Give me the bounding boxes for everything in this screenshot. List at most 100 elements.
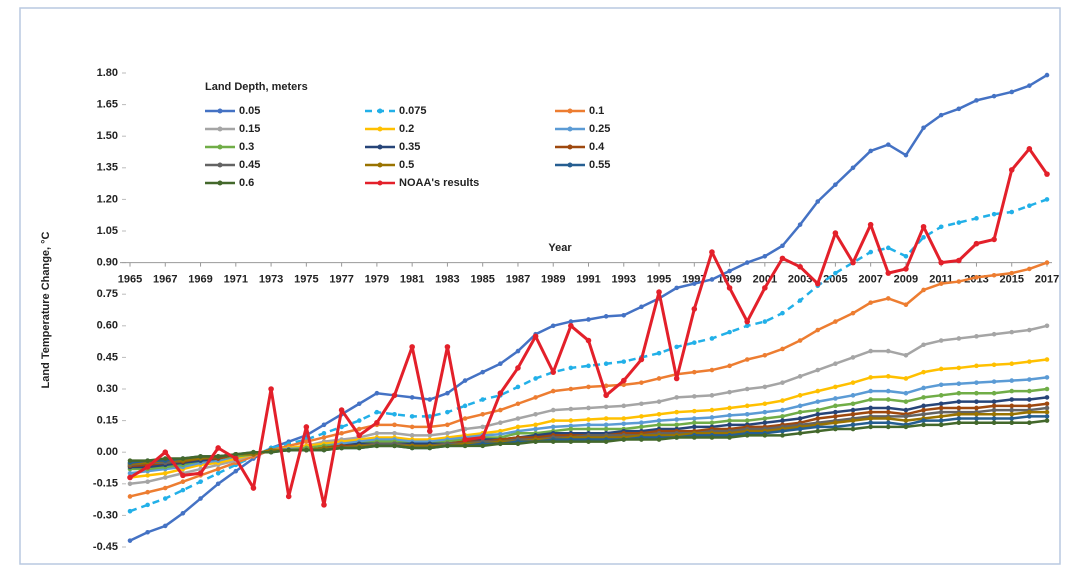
point bbox=[215, 470, 221, 476]
point bbox=[991, 331, 997, 337]
point bbox=[639, 437, 644, 442]
point bbox=[691, 306, 698, 312]
point bbox=[692, 416, 697, 421]
point bbox=[1044, 405, 1050, 411]
point bbox=[956, 390, 962, 396]
point bbox=[991, 416, 997, 421]
point bbox=[797, 222, 803, 227]
legend-marker bbox=[567, 144, 573, 150]
point bbox=[815, 411, 821, 417]
point bbox=[1044, 72, 1050, 78]
point bbox=[974, 416, 979, 421]
point bbox=[956, 420, 962, 426]
y-tick-label: 0.60 bbox=[97, 320, 118, 332]
point bbox=[938, 382, 944, 388]
point bbox=[1027, 83, 1032, 88]
point bbox=[815, 388, 821, 394]
point bbox=[586, 384, 591, 390]
point bbox=[515, 365, 521, 371]
point bbox=[621, 421, 627, 427]
point bbox=[498, 428, 503, 434]
point bbox=[903, 266, 909, 272]
x-tick-label: 1969 bbox=[188, 274, 212, 286]
point bbox=[850, 165, 856, 171]
point bbox=[603, 439, 609, 444]
point bbox=[479, 434, 486, 441]
point bbox=[868, 348, 873, 354]
point bbox=[885, 409, 891, 415]
point bbox=[127, 508, 133, 514]
point bbox=[392, 411, 397, 417]
point bbox=[656, 376, 662, 381]
point bbox=[956, 399, 962, 404]
point bbox=[445, 430, 450, 436]
point bbox=[727, 329, 732, 335]
point bbox=[480, 443, 485, 449]
point bbox=[427, 433, 433, 438]
point bbox=[744, 411, 750, 417]
point bbox=[515, 384, 521, 390]
point bbox=[868, 148, 873, 154]
y-tick-label: 0.00 bbox=[97, 446, 118, 458]
y-tick-label: 1.35 bbox=[97, 162, 118, 174]
point bbox=[409, 395, 415, 400]
y-tick-label: -0.30 bbox=[93, 509, 118, 521]
point bbox=[321, 435, 327, 440]
point bbox=[885, 142, 891, 147]
point bbox=[127, 538, 133, 543]
point bbox=[303, 424, 310, 430]
point bbox=[233, 468, 239, 474]
point bbox=[727, 363, 732, 369]
point bbox=[692, 340, 697, 345]
point bbox=[285, 493, 292, 500]
point bbox=[621, 382, 627, 388]
point bbox=[568, 439, 574, 444]
point bbox=[709, 367, 715, 373]
point bbox=[550, 323, 556, 329]
point bbox=[1009, 329, 1015, 335]
point bbox=[885, 405, 891, 411]
point bbox=[797, 430, 803, 436]
point bbox=[885, 388, 891, 394]
y-tick-label: 1.65 bbox=[97, 99, 118, 111]
legend-marker bbox=[377, 126, 383, 132]
y-tick-label: 0.90 bbox=[97, 257, 118, 269]
point bbox=[850, 407, 856, 413]
point bbox=[727, 413, 732, 418]
point bbox=[991, 211, 997, 217]
point bbox=[974, 399, 979, 404]
point bbox=[1027, 266, 1032, 272]
point bbox=[762, 401, 768, 407]
series-line bbox=[129, 198, 1048, 513]
point bbox=[426, 428, 433, 434]
point bbox=[1009, 378, 1015, 383]
point bbox=[780, 428, 785, 434]
point bbox=[938, 405, 944, 411]
point bbox=[903, 399, 909, 404]
legend-label: 0.6 bbox=[239, 177, 254, 189]
point bbox=[356, 426, 362, 432]
point bbox=[1027, 203, 1032, 209]
legend-marker bbox=[217, 180, 223, 186]
point bbox=[956, 416, 962, 421]
point bbox=[991, 403, 997, 409]
point bbox=[498, 407, 503, 413]
legend-label: 0.15 bbox=[239, 123, 260, 135]
point bbox=[1009, 209, 1015, 215]
legend-label: 0.2 bbox=[399, 123, 414, 135]
point bbox=[938, 422, 944, 428]
x-tick-label: 1967 bbox=[153, 274, 177, 286]
point bbox=[692, 408, 697, 414]
point bbox=[709, 407, 715, 413]
point bbox=[815, 424, 821, 430]
x-tick-label: 1981 bbox=[400, 274, 424, 286]
point bbox=[568, 319, 574, 324]
point bbox=[921, 395, 926, 400]
point bbox=[938, 259, 944, 266]
point bbox=[339, 424, 344, 430]
point bbox=[1009, 416, 1015, 421]
point bbox=[692, 420, 697, 426]
point bbox=[903, 352, 909, 358]
point bbox=[409, 414, 415, 419]
point bbox=[215, 445, 221, 451]
